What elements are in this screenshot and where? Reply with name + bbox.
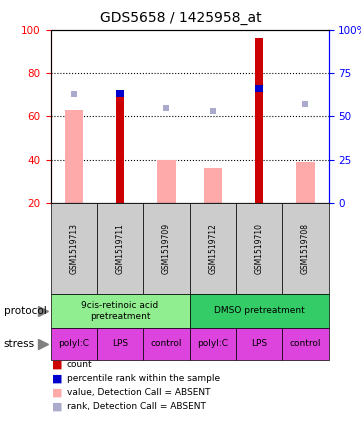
Text: LPS: LPS: [112, 339, 128, 348]
Bar: [296, 162, 314, 203]
Text: polyI:C: polyI:C: [197, 339, 228, 348]
Text: count: count: [67, 360, 92, 369]
Text: ■: ■: [52, 401, 63, 412]
Bar: [116, 95, 124, 203]
Text: GSM1519709: GSM1519709: [162, 223, 171, 274]
Bar: [116, 90, 124, 97]
Text: ■: ■: [52, 387, 63, 398]
Text: value, Detection Call = ABSENT: value, Detection Call = ABSENT: [67, 388, 210, 397]
Text: percentile rank within the sample: percentile rank within the sample: [67, 374, 220, 383]
Text: GSM1519712: GSM1519712: [208, 223, 217, 274]
Text: GSM1519710: GSM1519710: [255, 223, 264, 274]
Text: protocol: protocol: [4, 306, 46, 316]
Bar: [255, 85, 263, 92]
Text: stress: stress: [4, 339, 35, 349]
Bar: [204, 168, 222, 203]
Text: GSM1519708: GSM1519708: [301, 223, 310, 274]
Bar: [255, 38, 263, 203]
Text: ■: ■: [52, 374, 63, 384]
Text: GDS5658 / 1425958_at: GDS5658 / 1425958_at: [100, 11, 261, 25]
Text: rank, Detection Call = ABSENT: rank, Detection Call = ABSENT: [67, 402, 206, 411]
Text: DMSO pretreatment: DMSO pretreatment: [214, 306, 304, 316]
Bar: [157, 160, 175, 203]
Text: polyI:C: polyI:C: [58, 339, 89, 348]
Text: control: control: [290, 339, 321, 348]
Bar: [65, 110, 83, 203]
Text: GSM1519711: GSM1519711: [116, 223, 125, 274]
Text: control: control: [151, 339, 182, 348]
Bar: [116, 91, 124, 203]
Text: 9cis-retinoic acid
pretreatment: 9cis-retinoic acid pretreatment: [82, 301, 158, 321]
Bar: [255, 85, 263, 203]
Text: GSM1519713: GSM1519713: [69, 223, 78, 274]
Text: LPS: LPS: [251, 339, 267, 348]
Text: ■: ■: [52, 360, 63, 370]
